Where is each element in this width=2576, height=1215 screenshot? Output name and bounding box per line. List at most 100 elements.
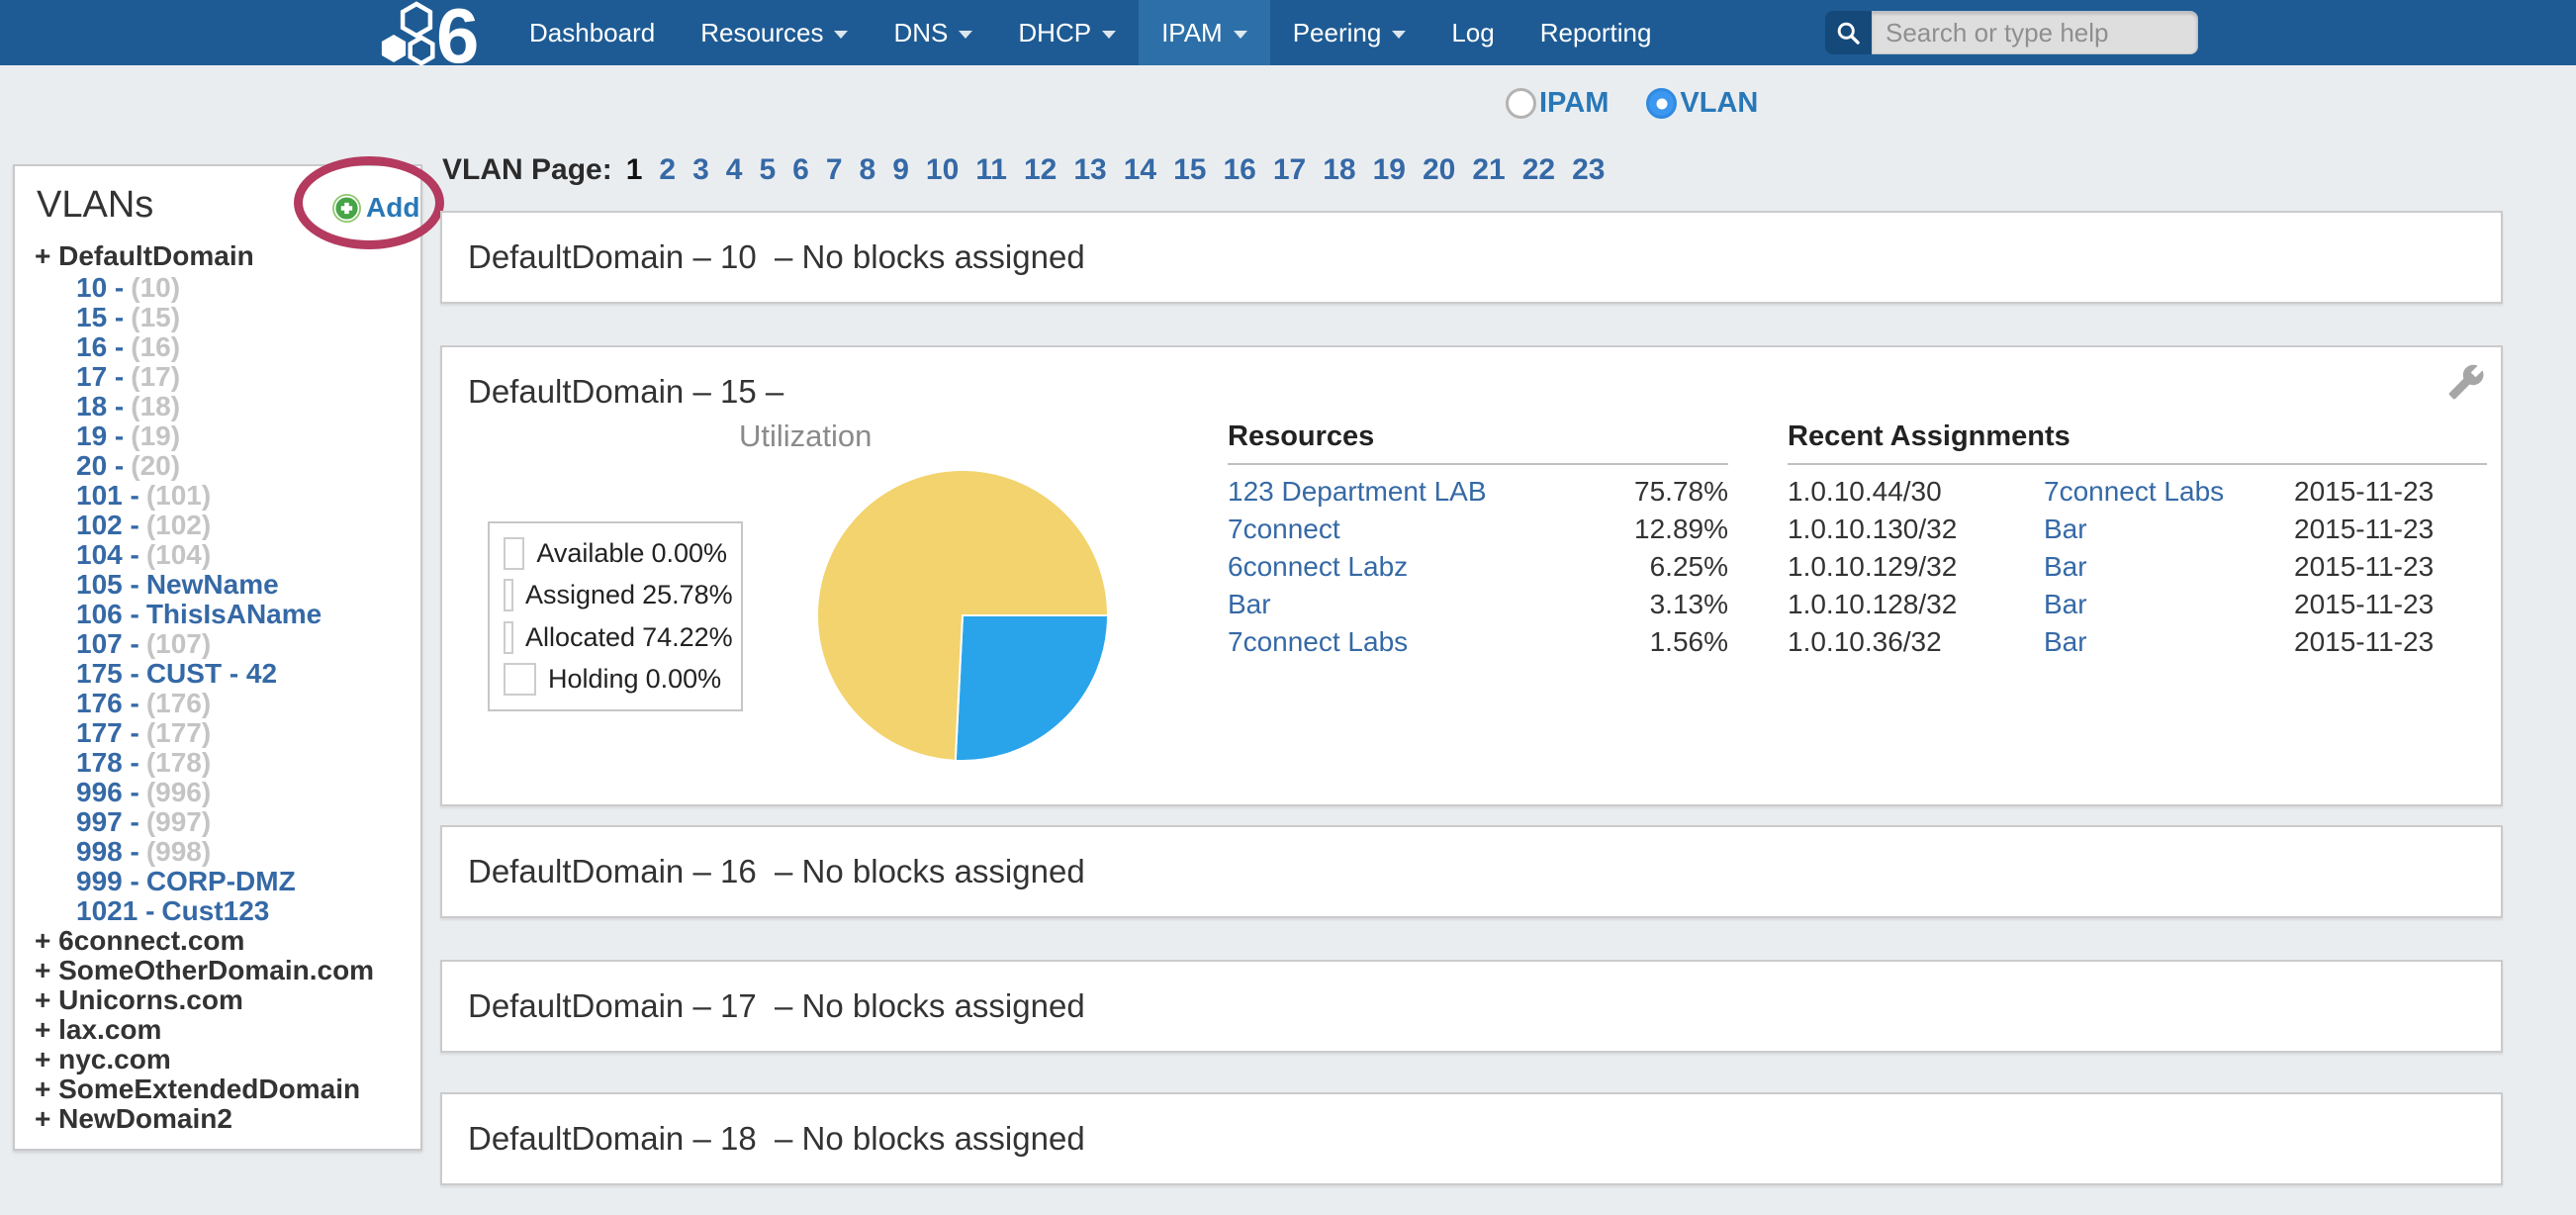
page-number-link[interactable]: 23	[1572, 153, 1606, 186]
page-number-link[interactable]: 4	[725, 153, 743, 186]
utilization-legend: Available 0.00% Assigned 25.78% Allocated 7…	[488, 521, 743, 711]
assignment-resource-link[interactable]: Bar	[2044, 551, 2087, 582]
panel-title: DefaultDomain – 10 – No blocks assigned	[468, 238, 1085, 275]
resource-link[interactable]: 123 Department LAB	[1228, 476, 1487, 507]
page-number-link[interactable]: 8	[859, 153, 876, 186]
page-number-link[interactable]: 3	[692, 153, 709, 186]
sidebar-vlan-link[interactable]: 107 - (107)	[76, 628, 212, 659]
page-number-link[interactable]: 5	[759, 153, 777, 186]
sidebar-vlan-link[interactable]: 101 - (101)	[76, 480, 212, 511]
tree-domain-item[interactable]: + NewDomain2	[35, 1103, 232, 1134]
page-number-link[interactable]: 11	[975, 153, 1007, 186]
domain-list: + 6connect.com + SomeOtherDomain.com + U…	[35, 926, 374, 1134]
assignment-block: 1.0.10.129/32	[1788, 551, 1958, 582]
sidebar-vlan-link[interactable]: 175 - CUST - 42	[76, 658, 278, 689]
add-plus-icon	[332, 193, 361, 223]
sidebar-vlan-link[interactable]: 105 - NewName	[76, 569, 279, 600]
sidebar-vlan-link[interactable]: 1021 - Cust123	[76, 895, 270, 926]
radio-option-ipam[interactable]: IPAM	[1506, 87, 1609, 120]
nav-item-reporting[interactable]: Reporting	[1539, 17, 1652, 47]
page-number-link[interactable]: 18	[1323, 153, 1356, 186]
page-number-link[interactable]: 12	[1023, 153, 1058, 186]
nav-item-resources[interactable]: Resources	[678, 0, 871, 65]
wrench-icon	[2448, 364, 2484, 400]
page-number-link[interactable]: 22	[1521, 153, 1556, 186]
resource-row: 7connect 12.89%	[1228, 511, 1728, 548]
page-number-link[interactable]: 17	[1272, 153, 1307, 186]
sidebar-vlan-link[interactable]: 19 - (19)	[76, 421, 181, 451]
sidebar-vlan-link[interactable]: 177 - (177)	[76, 717, 212, 748]
sidebar-vlan-link[interactable]: 999 - CORP-DMZ	[76, 866, 296, 896]
chevron-down-icon	[1392, 31, 1407, 39]
radio-selected-icon[interactable]	[1646, 88, 1678, 119]
page-number-link[interactable]: 16	[1223, 153, 1256, 186]
resource-link[interactable]: 6connect Labz	[1228, 551, 1409, 582]
page-number-link[interactable]: 2	[659, 153, 677, 186]
assignment-resource-link[interactable]: Bar	[2044, 514, 2087, 544]
sidebar-vlan-link[interactable]: 996 - (996)	[76, 777, 212, 807]
resource-percent: 3.13%	[1649, 589, 1728, 619]
resource-link[interactable]: 7connect Labs	[1228, 626, 1409, 657]
tree-domain-item[interactable]: + 6connect.com	[35, 925, 245, 956]
nav-item-dashboard[interactable]: Dashboard	[529, 17, 656, 47]
nav-item-peering[interactable]: Peering	[1270, 0, 1429, 65]
page-number-link[interactable]: 20	[1422, 153, 1456, 186]
page-number-link[interactable]: 21	[1472, 153, 1506, 186]
search-button[interactable]	[1825, 11, 1872, 54]
tree-domain-item[interactable]: + nyc.com	[35, 1044, 171, 1075]
assignment-resource-link[interactable]: 7connect Labs	[2044, 476, 2225, 507]
sidebar-vlan-link[interactable]: 20 - (20)	[76, 450, 181, 481]
page-number-link[interactable]: 9	[892, 153, 909, 186]
assignment-row: 1.0.10.44/30 7connect Labs 2015-11-23	[1788, 473, 2487, 511]
sidebar-vlan-link[interactable]: 16 - (16)	[76, 331, 181, 362]
nav-item-dns[interactable]: DNS	[871, 0, 995, 65]
resource-link[interactable]: Bar	[1228, 589, 1271, 619]
sidebar-vlan-link[interactable]: 106 - ThisIsAName	[76, 599, 322, 629]
tree-domain-defaultdomain[interactable]: + DefaultDomain	[35, 240, 254, 271]
sidebar-vlan-link[interactable]: 15 - (15)	[76, 302, 181, 332]
brand-logo[interactable]: 6	[379, 0, 507, 79]
legend-row: Holding 0.00%	[504, 663, 727, 697]
sidebar-vlan-link[interactable]: 17 - (17)	[76, 361, 181, 392]
radio-option-vlan[interactable]: VLAN	[1646, 87, 1758, 120]
tree-domain-item[interactable]: + SomeExtendedDomain	[35, 1074, 361, 1104]
search-input[interactable]	[1872, 11, 2198, 54]
assignment-resource-link[interactable]: Bar	[2044, 589, 2087, 619]
sidebar-vlan-link[interactable]: 176 - (176)	[76, 688, 212, 718]
logo-hexagon-outline-top	[400, 1, 433, 39]
sidebar-vlan-link[interactable]: 998 - (998)	[76, 836, 212, 867]
assignment-resource-link[interactable]: Bar	[2044, 626, 2087, 657]
radio-unselected-icon[interactable]	[1506, 88, 1536, 119]
sidebar-vlan-link[interactable]: 102 - (102)	[76, 510, 212, 540]
sidebar-vlan-link[interactable]: 178 - (178)	[76, 747, 212, 778]
tree-domain-item[interactable]: + Unicorns.com	[35, 984, 243, 1015]
vlan-panel-10: DefaultDomain – 10 – No blocks assigned	[440, 211, 2503, 304]
page-number-link[interactable]: 1	[625, 153, 643, 186]
sidebar-vlan-link[interactable]: 10 - (10)	[76, 272, 181, 303]
resource-link[interactable]: 7connect	[1228, 514, 1340, 544]
page-number-link[interactable]: 19	[1372, 153, 1406, 186]
tree-domain-item[interactable]: + SomeOtherDomain.com	[35, 955, 375, 985]
assignment-row: 1.0.10.129/32 Bar 2015-11-23	[1788, 548, 2487, 586]
logo-hexagon-outline-right	[408, 35, 435, 66]
page-number-link[interactable]: 14	[1123, 153, 1157, 186]
add-vlan-button[interactable]: Add	[331, 192, 419, 224]
sidebar-vlan-link[interactable]: 997 - (997)	[76, 806, 212, 837]
page-number-link[interactable]: 13	[1073, 153, 1107, 186]
page-number-link[interactable]: 7	[825, 153, 843, 186]
assignment-row: 1.0.10.130/32 Bar 2015-11-23	[1788, 511, 2487, 548]
nav-item-ipam[interactable]: IPAM	[1139, 0, 1270, 65]
sidebar-vlan-link[interactable]: 104 - (104)	[76, 539, 212, 570]
resource-row: Bar 3.13%	[1228, 586, 1728, 623]
page-number-link[interactable]: 15	[1173, 153, 1207, 186]
page-number-link[interactable]: 6	[792, 153, 809, 186]
tree-domain-item[interactable]: + lax.com	[35, 1014, 162, 1045]
nav-item-log[interactable]: Log	[1451, 17, 1495, 47]
pagination-pages: 1 2 3 4 5 6 7 8 9 10 11 12 13 14 15 16 17 18 19 20 21 22 23	[626, 153, 1606, 187]
assignment-block: 1.0.10.130/32	[1788, 514, 1958, 544]
sidebar-vlan-link[interactable]: 18 - (18)	[76, 391, 181, 421]
nav-item-dhcp[interactable]: DHCP	[995, 0, 1139, 65]
panel-settings-button[interactable]	[2447, 363, 2485, 401]
page-number-link[interactable]: 10	[925, 153, 960, 186]
resources-table: Resources 123 Department LAB 75.78% 7con…	[1228, 421, 1728, 661]
